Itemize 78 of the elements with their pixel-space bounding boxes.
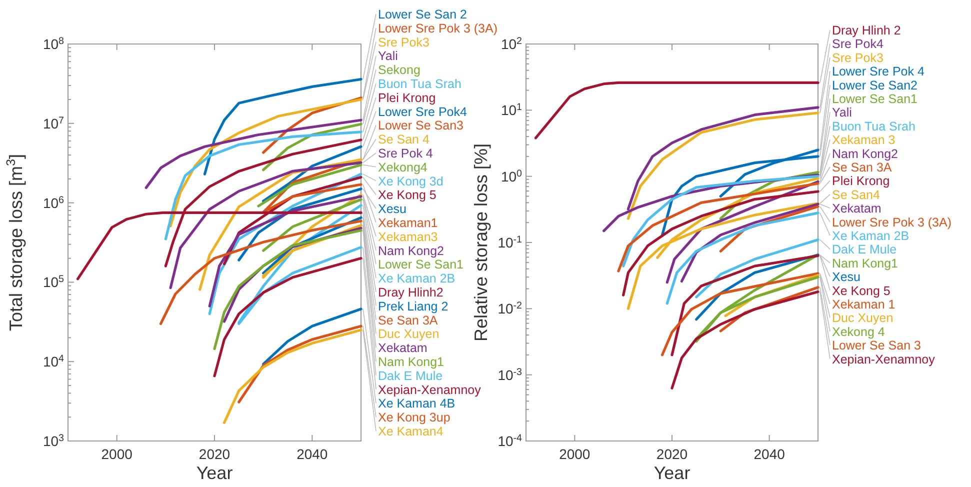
text: Lower Se San2	[832, 78, 918, 92]
text: Xepian-Xenamnoy	[378, 382, 482, 397]
series-label: Sre Pok 4	[378, 146, 433, 160]
text: Lower Se San 2	[378, 8, 467, 22]
series-label: Dak E Mule	[832, 242, 897, 257]
y-tick-label: 10$^{6}$	[42, 194, 65, 211]
series-label: Xesu	[378, 202, 407, 216]
text: Duc Xuyen	[378, 327, 440, 342]
series-label: Lower Sre Pok 3 (3A)	[832, 215, 952, 230]
text: Plei Krong	[378, 90, 436, 105]
y-axis-title: Relative storage loss [%]	[471, 143, 491, 342]
text: Duc Xuyen	[832, 311, 894, 326]
text: Dray Hlinh 2	[832, 24, 901, 38]
text: Se San 3A	[378, 313, 438, 328]
text: Xekatam	[378, 341, 428, 356]
text: Dray Hlinh2	[378, 286, 444, 300]
series-label: Xekatam	[832, 202, 882, 216]
x-axis-title: Year	[196, 463, 233, 483]
x-tick-label: 2040	[296, 446, 328, 462]
text: Lower Se San 3	[832, 338, 921, 353]
text: Dak E Mule	[378, 368, 443, 383]
y-tick-label: 10$^{1}$	[500, 102, 522, 118]
y-tick-label: 10$^{-2}$	[498, 300, 522, 317]
text: Lower Sre Pok4	[378, 104, 467, 119]
series-label: Xe Kong 3d	[378, 174, 444, 188]
y-tick-label: 10$^{8}$	[42, 36, 65, 52]
text: Xe Kong 5	[832, 284, 890, 298]
text: Lower Se San1	[378, 258, 464, 272]
x-tick-label: 2040	[754, 446, 786, 462]
text: Prek Liang 2	[378, 299, 448, 314]
text: Nam Kong2	[378, 244, 444, 258]
x-axis-title: Year	[654, 463, 690, 483]
y-tick-label: 10$^{-1}$	[498, 234, 522, 250]
y-tick-label: 10$^{5}$	[42, 274, 65, 290]
y-tick-label: 10$^{7}$	[42, 114, 64, 132]
series-label: Xe Kong 5	[378, 188, 436, 202]
text: Sre Pok3	[832, 50, 884, 65]
text: Sekong	[378, 63, 420, 78]
text: Xepian-Xenamnoy	[832, 352, 936, 366]
y-tick-label: 10$^{0}$	[500, 168, 523, 184]
text: Nam Kong1	[378, 355, 444, 369]
y-tick-label: 10$^{-4}$	[498, 432, 523, 449]
text: Xekaman 1	[832, 298, 896, 312]
series-label: Xesu	[832, 270, 861, 284]
series-label: Se San4	[832, 188, 880, 202]
x-tick-label: 2000	[101, 446, 133, 462]
series-label: Se San 4	[378, 132, 430, 147]
text: Xe Kaman 4B	[378, 396, 456, 411]
text: Xe Kong 3up	[378, 410, 450, 425]
text: Lower Se San1	[832, 92, 918, 106]
y-tick-label: 10$^{3}$	[42, 432, 65, 449]
text: Lower Se San3	[378, 118, 464, 133]
text: Lower Sre Pok 4	[832, 64, 924, 79]
text: Xekaman 3	[832, 133, 896, 148]
series-label: Nam Kong1	[832, 256, 898, 270]
y-tick-label: 10$^{-3}$	[498, 366, 523, 383]
text: Buon Tua Srah	[378, 77, 462, 91]
series-label: Xe Kaman 2B	[832, 229, 910, 243]
series-label: Plei Krong	[832, 174, 890, 188]
text: Xekaman1	[378, 216, 438, 230]
series-label: Se San 3A	[832, 160, 892, 174]
text: Yali	[378, 49, 398, 64]
text: Lower Sre Pok 3 (3A)	[378, 21, 498, 36]
y-tick-label: 10$^{2}$	[500, 36, 522, 52]
x-tick-label: 2000	[559, 446, 590, 462]
text: Xe Kaman4	[378, 424, 444, 438]
text: Xekong 4	[832, 324, 885, 339]
y-tick-label: 10$^{4}$	[42, 353, 65, 370]
x-tick-label: 2020	[656, 446, 688, 462]
text: Nam Kong2	[832, 146, 898, 161]
text: Sre Pok3	[378, 35, 430, 50]
text: Xekaman3	[378, 230, 438, 244]
text: Xe Kaman 2B	[378, 272, 456, 286]
x-tick-label: 2020	[198, 446, 230, 462]
text: Buon Tua Srah	[832, 119, 916, 134]
series-label: Xekong4	[378, 160, 428, 174]
text: Sre Pok4	[832, 37, 884, 52]
text: Yali	[832, 106, 852, 120]
